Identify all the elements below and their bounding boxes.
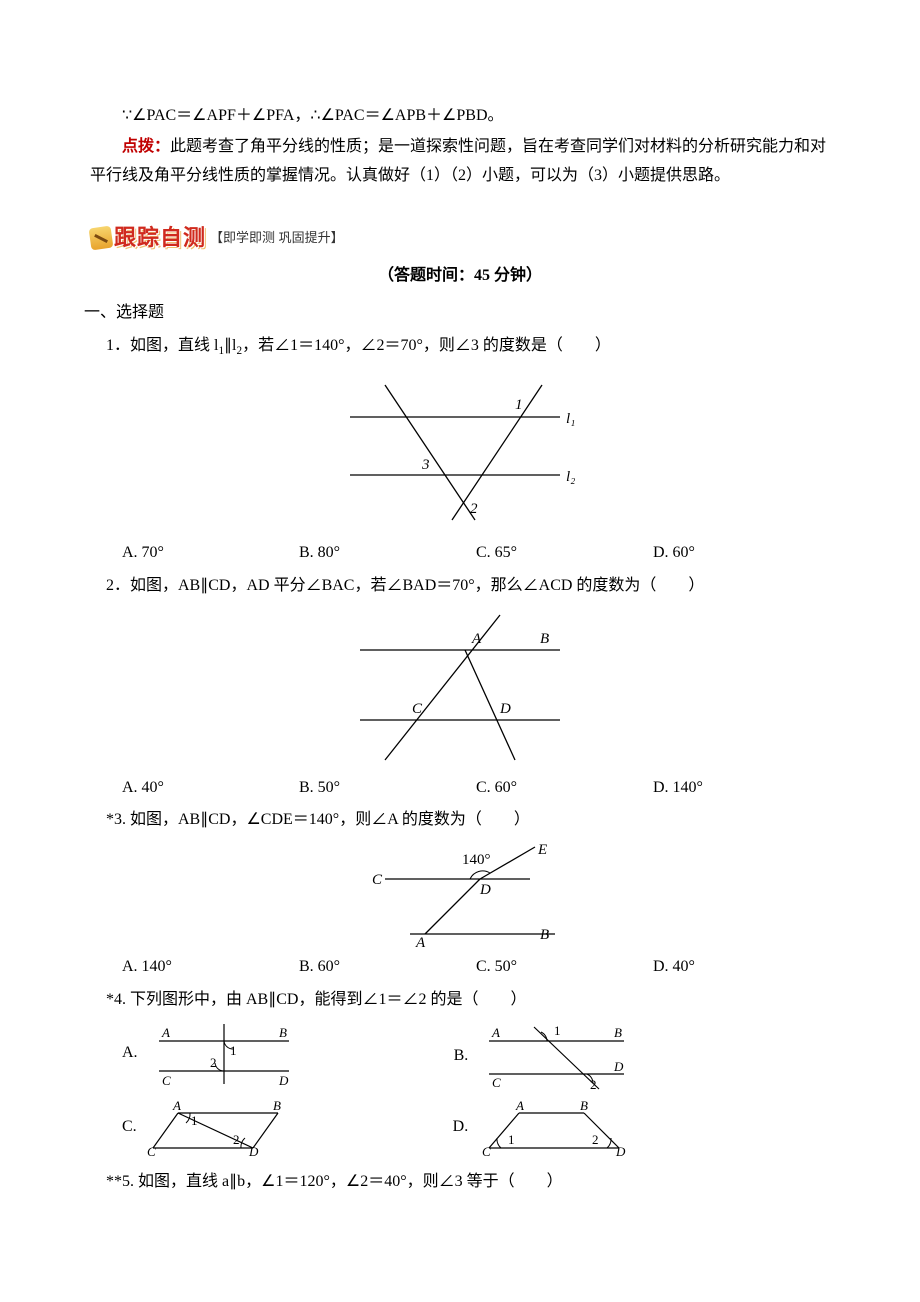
hint-label: 点拨： xyxy=(122,138,170,155)
question-4-figure-a: A B C D 1 2 xyxy=(144,1019,304,1089)
svg-text:l₁: l₁ xyxy=(566,411,575,427)
banner-title: 跟踪自测 xyxy=(114,218,206,258)
svg-text:l₂: l₂ xyxy=(566,469,575,485)
svg-text:C: C xyxy=(412,701,423,717)
question-1-options: A. 70° B. 80° C. 65° D. 60° xyxy=(122,539,830,568)
question-3-stem: *3. 如图，AB∥CD，∠CDE＝140°，则∠A 的度数为（ ） xyxy=(106,806,830,835)
option-b: B. 60° xyxy=(299,953,476,982)
svg-text:C: C xyxy=(162,1073,171,1088)
option-a-label: A. xyxy=(122,1039,138,1068)
option-c: C. 50° xyxy=(476,953,653,982)
svg-text:B: B xyxy=(273,1098,281,1113)
question-4-row1: A. A B C D 1 2 B. xyxy=(122,1019,830,1094)
option-b: B. 50° xyxy=(299,774,476,803)
question-3-options: A. 140° B. 60° C. 50° D. 40° xyxy=(122,953,830,982)
option-a: A. 140° xyxy=(122,953,299,982)
svg-text:D: D xyxy=(499,701,511,717)
question-2-options: A. 40° B. 50° C. 60° D. 140° xyxy=(122,774,830,803)
banner-subtitle: 【即学即测 巩固提升】 xyxy=(210,226,344,249)
proof-line: ∵∠PAC＝∠APF＋∠PFA，∴∠PAC＝∠APB＋∠PBD。 xyxy=(90,102,830,131)
svg-text:A: A xyxy=(415,935,426,949)
hint-paragraph: 点拨：此题考查了角平分线的性质；是一道探索性问题，旨在考查同学们对材料的分析研究… xyxy=(90,133,830,191)
svg-text:1: 1 xyxy=(508,1132,515,1147)
question-2-figure: A B C D xyxy=(90,605,830,770)
question-4-figure-d: A B C D 1 2 xyxy=(474,1098,644,1158)
svg-text:A: A xyxy=(471,631,482,647)
svg-text:A: A xyxy=(161,1025,170,1040)
question-1-figure: 1 2 3 l₁ l₂ xyxy=(90,365,830,535)
svg-text:2: 2 xyxy=(470,501,478,517)
svg-text:2: 2 xyxy=(592,1132,599,1147)
svg-text:C: C xyxy=(492,1075,501,1090)
option-c: C. 60° xyxy=(476,774,653,803)
svg-text:A: A xyxy=(515,1098,524,1113)
question-5-stem: **5. 如图，直线 a∥b，∠1＝120°，∠2＝40°，则∠3 等于（ ） xyxy=(106,1168,830,1197)
svg-text:A: A xyxy=(172,1098,181,1113)
svg-text:1: 1 xyxy=(554,1023,561,1038)
svg-text:B: B xyxy=(279,1025,287,1040)
option-b-label: B. xyxy=(454,1042,469,1071)
svg-text:B: B xyxy=(580,1098,588,1113)
question-4-stem: *4. 下列图形中，由 AB∥CD，能得到∠1＝∠2 的是（ ） xyxy=(106,986,830,1015)
svg-text:D: D xyxy=(613,1059,624,1074)
option-d: D. 60° xyxy=(653,539,830,568)
question-4-row2: C. A B C D 1 2 xyxy=(122,1098,830,1158)
svg-text:C: C xyxy=(482,1144,491,1158)
magnifier-icon xyxy=(89,226,114,251)
svg-text:2: 2 xyxy=(233,1132,240,1147)
question-4-figure-b: A B C D 1 2 xyxy=(474,1019,644,1094)
svg-text:D: D xyxy=(278,1073,289,1088)
svg-text:2: 2 xyxy=(210,1055,217,1070)
svg-text:C: C xyxy=(372,872,383,888)
option-b: B. 80° xyxy=(299,539,476,568)
option-d-label: D. xyxy=(453,1113,469,1142)
svg-text:D: D xyxy=(248,1144,259,1158)
tracking-banner: 跟踪自测 【即学即测 巩固提升】 xyxy=(90,218,830,258)
question-4-figure-c: A B C D 1 2 xyxy=(143,1098,303,1158)
option-a: A. 70° xyxy=(122,539,299,568)
question-1-stem: 1．如图，直线 l1∥l2，若∠1＝140°，∠2＝70°，则∠3 的度数是（ … xyxy=(106,332,830,361)
question-3-figure: C D E A B 140° xyxy=(90,839,830,949)
option-c-label: C. xyxy=(122,1113,137,1142)
svg-text:D: D xyxy=(479,882,491,898)
svg-text:C: C xyxy=(147,1144,156,1158)
svg-text:3: 3 xyxy=(421,457,430,473)
question-2-stem: 2．如图，AB∥CD，AD 平分∠BAC，若∠BAD＝70°，那么∠ACD 的度… xyxy=(106,572,830,601)
hint-body: 此题考查了角平分线的性质；是一道探索性问题，旨在考查同学们对材料的分析研究能力和… xyxy=(90,138,826,184)
svg-text:140°: 140° xyxy=(462,852,491,868)
option-d: D. 140° xyxy=(653,774,830,803)
svg-text:1: 1 xyxy=(515,397,523,413)
section-header-1: 一、选择题 xyxy=(84,299,830,328)
svg-text:B: B xyxy=(540,631,549,647)
option-a: A. 40° xyxy=(122,774,299,803)
svg-text:B: B xyxy=(614,1025,622,1040)
svg-text:B: B xyxy=(540,927,549,943)
svg-text:1: 1 xyxy=(191,1113,198,1128)
svg-text:2: 2 xyxy=(590,1077,597,1092)
option-d: D. 40° xyxy=(653,953,830,982)
svg-text:D: D xyxy=(615,1144,626,1158)
svg-text:1: 1 xyxy=(230,1043,237,1058)
timer-line: （答题时间：45 分钟） xyxy=(90,262,830,291)
svg-text:A: A xyxy=(491,1025,500,1040)
option-c: C. 65° xyxy=(476,539,653,568)
svg-text:E: E xyxy=(537,842,547,858)
